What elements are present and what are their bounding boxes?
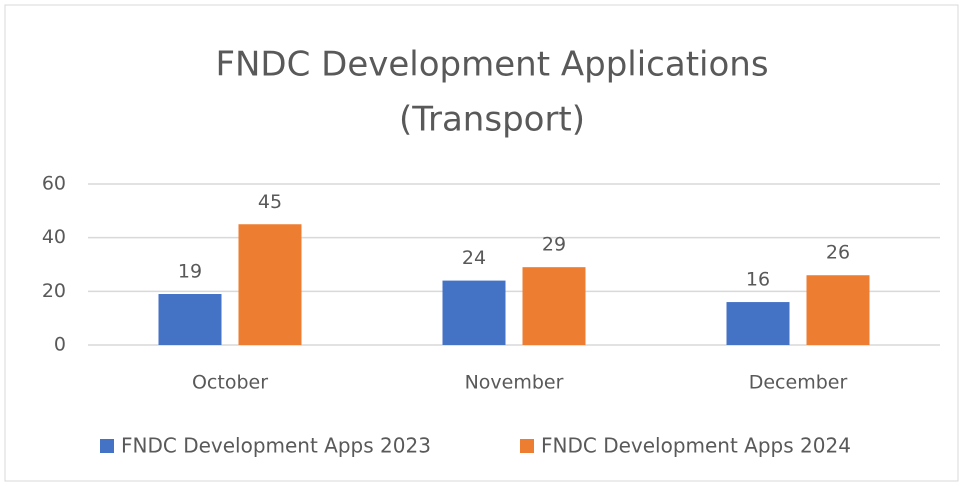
x-tick-label: December <box>749 372 848 394</box>
data-label: 16 <box>746 269 770 291</box>
bar <box>158 294 222 345</box>
legend-label: FNDC Development Apps 2024 <box>541 434 851 458</box>
data-label: 45 <box>258 191 282 213</box>
legend-swatch <box>100 439 114 453</box>
x-tick-label: October <box>192 372 268 394</box>
chart-frame <box>4 4 959 482</box>
data-label: 24 <box>462 247 486 269</box>
x-tick-label: November <box>465 372 564 394</box>
y-tick-label: 60 <box>42 173 66 195</box>
chart-title: FNDC Development Applications <box>215 45 768 85</box>
data-label: 19 <box>178 261 202 283</box>
y-tick-label: 40 <box>42 226 66 248</box>
bar <box>806 275 870 345</box>
bar <box>442 280 506 345</box>
data-label: 29 <box>542 234 566 256</box>
bar <box>726 302 790 345</box>
legend-label: FNDC Development Apps 2023 <box>121 434 431 458</box>
y-tick-label: 0 <box>54 334 66 356</box>
data-label: 26 <box>826 242 850 264</box>
y-tick-label: 20 <box>42 280 66 302</box>
bar <box>522 267 586 345</box>
bar <box>238 224 302 345</box>
legend-swatch <box>520 439 534 453</box>
chart-title: (Transport) <box>399 100 585 140</box>
